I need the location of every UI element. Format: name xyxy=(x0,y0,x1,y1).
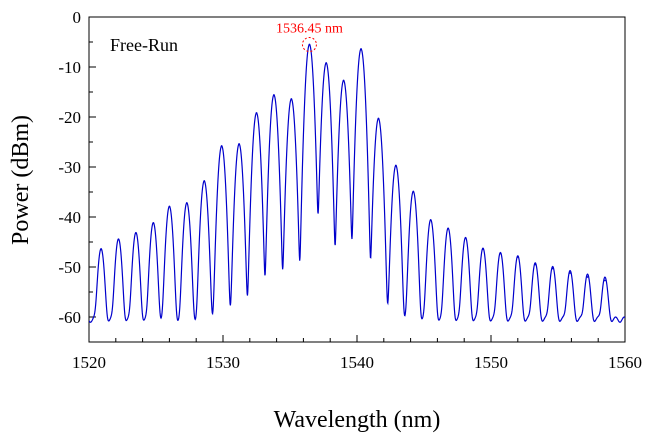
peak-point-16 xyxy=(377,117,380,120)
peak-wavelength-label: 1536.45 nm xyxy=(276,22,343,37)
peak-point-26 xyxy=(551,267,554,270)
y-tick-label: -30 xyxy=(58,158,81,177)
peak-point-22 xyxy=(482,248,484,250)
peak-point-1 xyxy=(117,238,120,241)
plot-frame xyxy=(88,16,626,343)
spectrum-series-line xyxy=(89,43,625,323)
free-run-annotation: Free-Run xyxy=(110,35,178,55)
peak-markers xyxy=(100,43,606,282)
peak-point-8 xyxy=(238,143,240,145)
peak-point-15 xyxy=(360,48,362,50)
y-tick-label: -60 xyxy=(58,308,81,327)
x-tick-label: 1560 xyxy=(608,353,642,372)
peak-point-21 xyxy=(464,237,467,239)
peak-point-0 xyxy=(100,248,102,251)
y-tick-label: -10 xyxy=(58,58,81,77)
peak-point-14 xyxy=(342,79,345,82)
peak-point-10 xyxy=(273,94,275,96)
peak-point-7 xyxy=(220,145,223,147)
peak-point-12 xyxy=(308,43,311,46)
peak-point-5 xyxy=(185,202,188,204)
peak-point-20 xyxy=(447,227,450,230)
peak-highlight-circle xyxy=(301,37,317,52)
x-tick-label: 1520 xyxy=(72,353,106,372)
peak-point-24 xyxy=(516,256,519,258)
axis-ticks xyxy=(88,16,626,342)
x-tick-label: 1550 xyxy=(474,353,508,372)
y-tick-label: -50 xyxy=(58,258,81,277)
peak-point-19 xyxy=(429,219,432,221)
axis-tick-labels: 1520 1530 1540 1550 1560 0 -10 -20 -30 -40 -50 -60 xyxy=(58,8,642,372)
y-tick-label: -40 xyxy=(58,208,81,227)
x-tick-label: 1540 xyxy=(340,353,374,372)
peak-point-29 xyxy=(604,279,606,282)
peak-point-3 xyxy=(152,222,155,224)
peak-point-25 xyxy=(534,263,537,266)
peak-point-11 xyxy=(290,98,293,100)
peak-point-28 xyxy=(586,276,589,278)
peak-point-13 xyxy=(325,62,328,64)
x-tick-label: 1530 xyxy=(206,353,240,372)
y-tick-label: -20 xyxy=(58,108,81,127)
peak-point-2 xyxy=(135,232,137,234)
y-axis-label: Power (dBm) xyxy=(8,115,34,245)
y-tick-label: 0 xyxy=(73,8,82,27)
peak-point-23 xyxy=(499,252,502,255)
peak-point-6 xyxy=(203,180,206,182)
peak-point-9 xyxy=(255,112,258,114)
peak-point-4 xyxy=(168,205,171,208)
peak-point-18 xyxy=(412,190,415,193)
peak-point-17 xyxy=(394,164,397,167)
x-axis-label: Wavelength (nm) xyxy=(274,407,441,433)
peak-point-27 xyxy=(569,272,571,274)
